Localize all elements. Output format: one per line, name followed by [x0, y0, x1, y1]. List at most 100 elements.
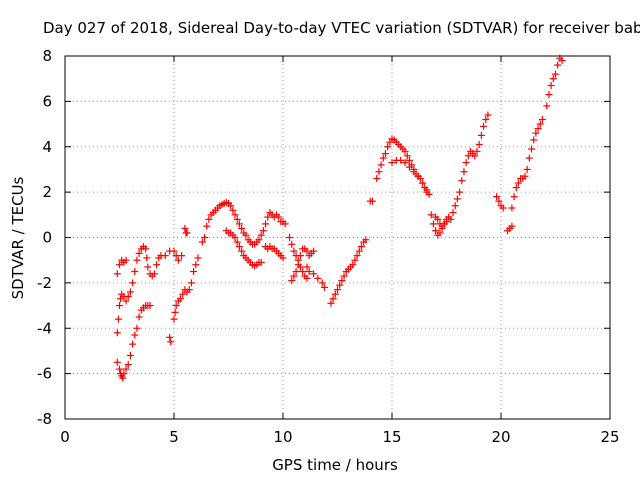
data-point: [464, 152, 472, 160]
data-point: [113, 329, 121, 337]
data-point: [235, 220, 243, 228]
data-point: [377, 161, 385, 169]
data-point: [116, 261, 123, 269]
data-point: [451, 202, 459, 210]
data-point: [142, 245, 150, 253]
data-point: [554, 61, 562, 69]
data-point: [116, 365, 123, 373]
data-point: [255, 236, 263, 244]
data-point: [303, 263, 311, 271]
chart-title: Day 027 of 2018, Sidereal Day-to-day VTE…: [43, 19, 640, 37]
data-point: [129, 279, 137, 287]
data-point: [238, 247, 246, 255]
x-tick-label: 15: [382, 428, 401, 446]
data-point: [318, 279, 326, 287]
data-point: [161, 252, 169, 260]
data-point: [329, 295, 337, 303]
data-point: [401, 159, 409, 167]
data-point: [484, 111, 492, 119]
data-point: [259, 227, 267, 235]
y-tick-label: 4: [42, 138, 52, 156]
data-point: [135, 313, 143, 321]
data-point: [477, 131, 485, 139]
y-tick-label: -4: [37, 319, 52, 337]
data-point: [482, 116, 490, 124]
data-point: [368, 197, 376, 205]
y-tick-label: -8: [37, 410, 52, 428]
data-point: [532, 129, 540, 137]
data-point: [320, 283, 328, 291]
data-point: [190, 268, 198, 276]
data-point: [178, 252, 186, 260]
data-point: [262, 220, 270, 228]
data-point: [303, 274, 311, 282]
data-point: [403, 152, 411, 160]
data-point: [296, 252, 304, 260]
axis-ticks: 0 5 10 15 20 25 -8 -6 -4 -2 0 2 4 6 8: [37, 47, 620, 446]
data-point: [388, 159, 396, 167]
x-axis-label: GPS time / hours: [272, 456, 398, 474]
data-point: [499, 204, 507, 212]
data-point: [547, 81, 555, 89]
data-point: [447, 215, 455, 223]
data-point: [355, 247, 363, 255]
data-point: [231, 211, 239, 219]
data-point: [545, 91, 553, 99]
data-point: [471, 152, 479, 160]
data-point: [534, 125, 542, 133]
data-point: [419, 179, 427, 187]
data-point: [473, 147, 481, 155]
data-point: [187, 279, 195, 287]
data-point: [373, 175, 381, 183]
data-point: [113, 358, 121, 366]
data-point: [150, 270, 158, 278]
y-tick-label: 2: [42, 183, 52, 201]
y-tick-label: -6: [37, 365, 52, 383]
data-point: [179, 290, 187, 298]
data-point: [166, 333, 174, 341]
data-point: [514, 179, 522, 187]
data-point: [144, 263, 152, 271]
data-point: [436, 229, 444, 237]
data-point: [290, 247, 298, 255]
data-point: [174, 256, 182, 264]
data-point: [286, 234, 294, 241]
data-point: [229, 206, 237, 214]
data-point: [353, 252, 361, 260]
data-point: [340, 272, 348, 280]
data-point: [327, 299, 335, 307]
data-point: [334, 286, 341, 294]
data-point: [133, 324, 141, 332]
data-point: [414, 172, 422, 180]
data-point: [288, 277, 296, 285]
data-point: [314, 274, 322, 282]
data-point: [379, 154, 387, 162]
data-point: [185, 286, 193, 294]
data-point: [299, 268, 307, 276]
data-point: [303, 247, 311, 255]
y-tick-label: 8: [42, 47, 52, 65]
x-tick-label: 5: [169, 428, 179, 446]
data-point: [384, 143, 392, 151]
x-tick-label: 25: [600, 428, 619, 446]
data-point: [549, 75, 557, 83]
x-tick-label: 0: [60, 428, 70, 446]
data-point: [410, 168, 418, 176]
data-point: [423, 186, 431, 194]
data-point: [235, 243, 243, 251]
data-point: [233, 215, 241, 223]
y-tick-label: 6: [42, 92, 52, 110]
data-point: [528, 145, 536, 153]
data-point: [530, 136, 538, 144]
data-point: [288, 240, 296, 248]
data-point: [543, 102, 551, 110]
data-point: [375, 168, 383, 176]
data-point: [120, 370, 128, 378]
x-tick-label: 20: [491, 428, 510, 446]
data-point: [449, 209, 457, 217]
data-point: [493, 193, 501, 201]
data-point: [305, 268, 313, 276]
data-point: [201, 234, 209, 241]
y-tick-label: 0: [42, 229, 52, 247]
data-point: [242, 231, 250, 239]
